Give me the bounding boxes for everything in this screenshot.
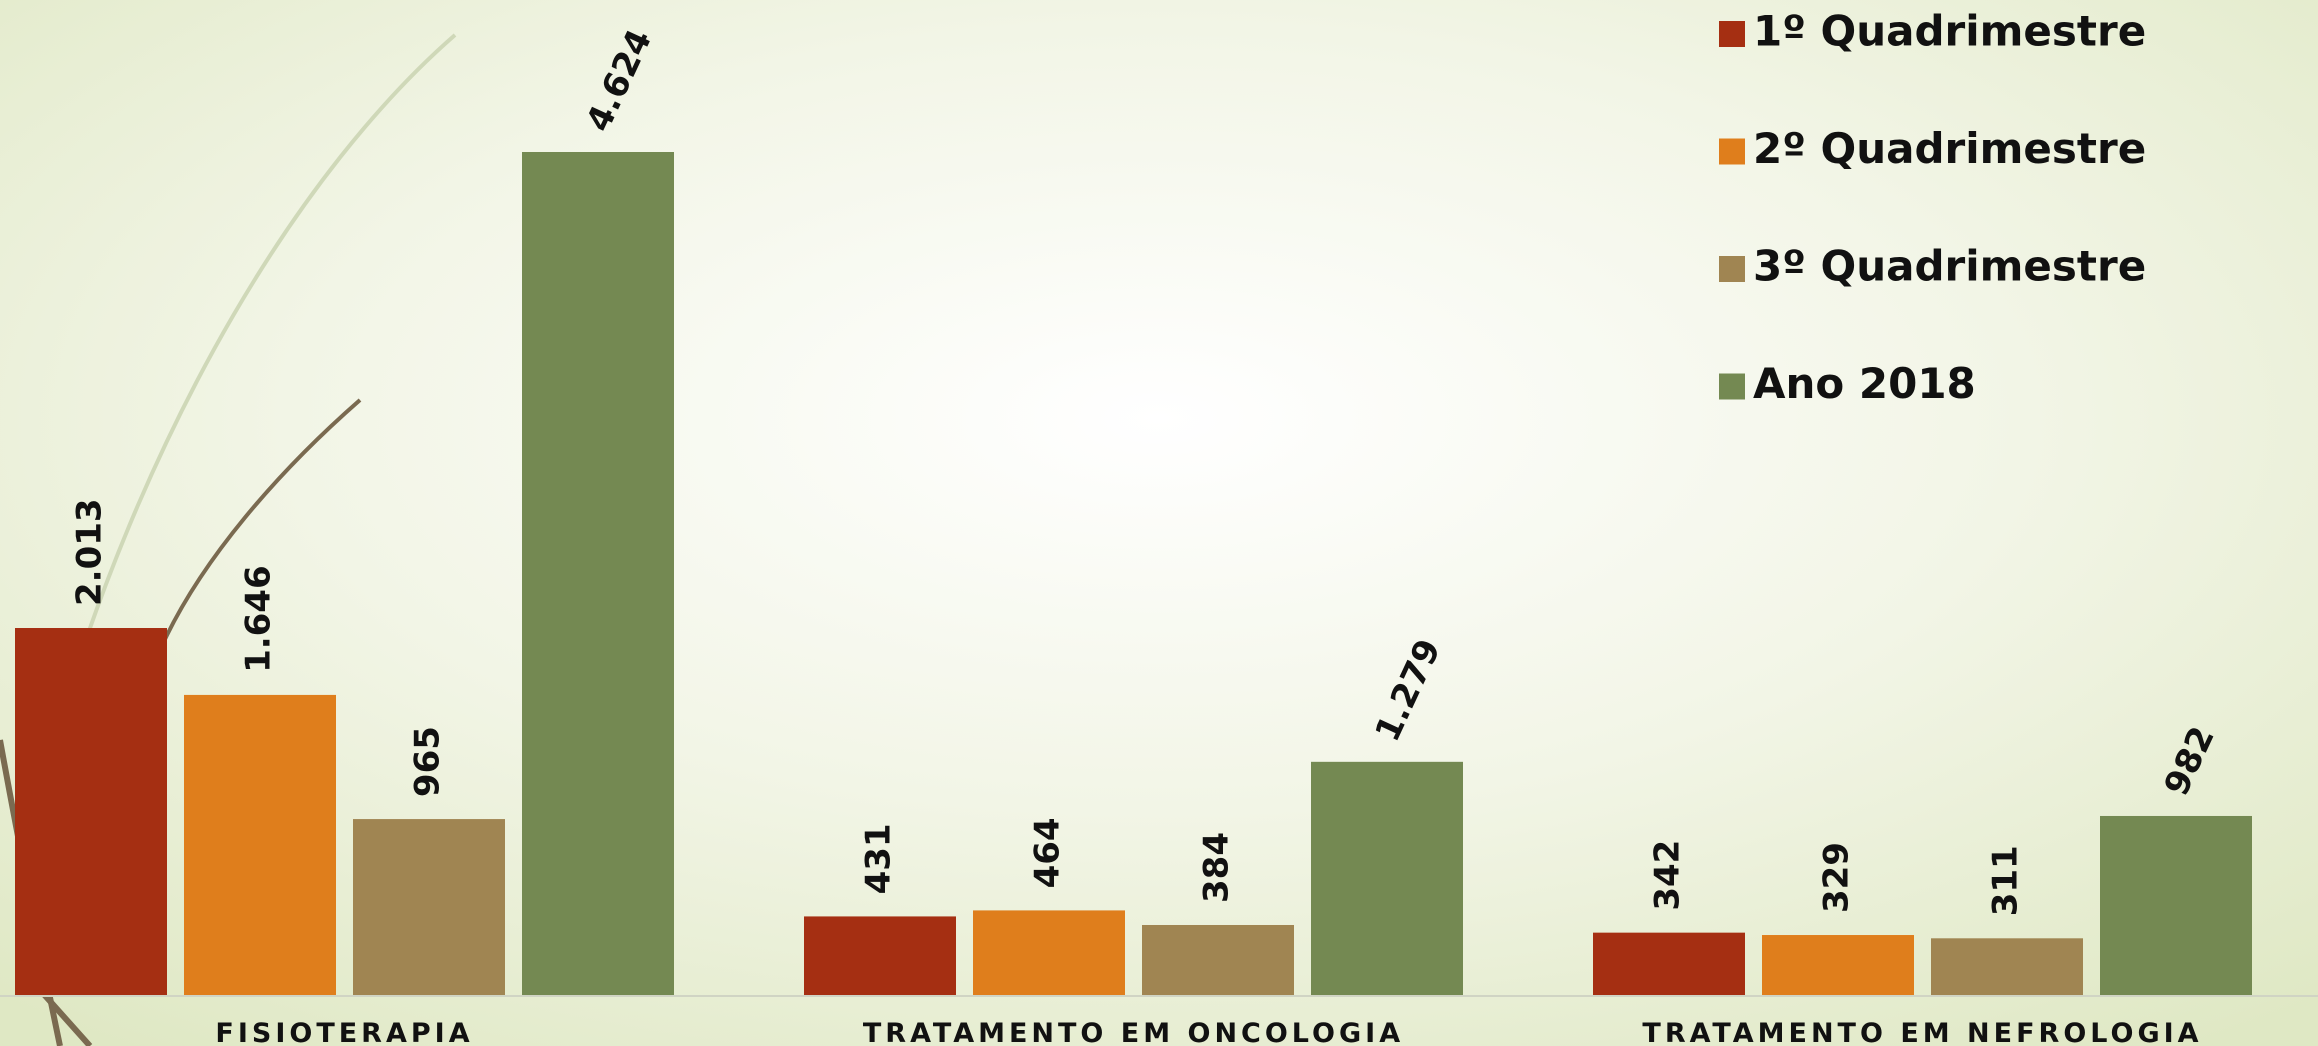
x-tick-label: TRATAMENTO EM NEFROLOGIA <box>1642 1018 2202 1046</box>
x-tick-label: FISIOTERAPIA <box>215 1018 473 1046</box>
legend-swatch <box>1719 21 1745 47</box>
data-label: 464 <box>1028 817 1068 888</box>
bar <box>353 819 505 995</box>
data-label: 342 <box>1648 840 1688 911</box>
data-label: 2.013 <box>70 498 110 606</box>
bar <box>522 152 674 995</box>
decoration <box>158 398 362 651</box>
bar <box>1593 932 1745 995</box>
legend-label: 2º Quadrimestre <box>1753 124 2146 173</box>
bar <box>804 916 956 995</box>
data-label: 311 <box>1986 845 2026 916</box>
data-label: 431 <box>859 823 899 894</box>
bar <box>2100 815 2252 995</box>
data-label: 1.646 <box>239 565 279 673</box>
bar <box>973 910 1125 995</box>
legend-swatch <box>1719 373 1745 400</box>
legend-swatch <box>1719 256 1745 282</box>
bar <box>1931 938 2083 995</box>
legend-label: Ano 2018 <box>1753 359 1976 408</box>
x-tick-label: TRATAMENTO EM ONCOLOGIA <box>863 1018 1404 1046</box>
decoration <box>37 988 93 1046</box>
legend-label: 3º Quadrimestre <box>1753 242 2146 291</box>
legend-swatch <box>1719 138 1745 165</box>
data-label: 329 <box>1817 842 1857 913</box>
bar <box>184 694 336 995</box>
bar <box>1762 935 1914 995</box>
data-label: 965 <box>408 726 448 797</box>
bar <box>1311 761 1463 995</box>
bar <box>15 628 167 995</box>
legend-label: 1º Quadrimestre <box>1753 7 2146 56</box>
decoration <box>58 33 457 721</box>
bar <box>1142 924 1294 995</box>
data-label: 384 <box>1197 832 1237 903</box>
